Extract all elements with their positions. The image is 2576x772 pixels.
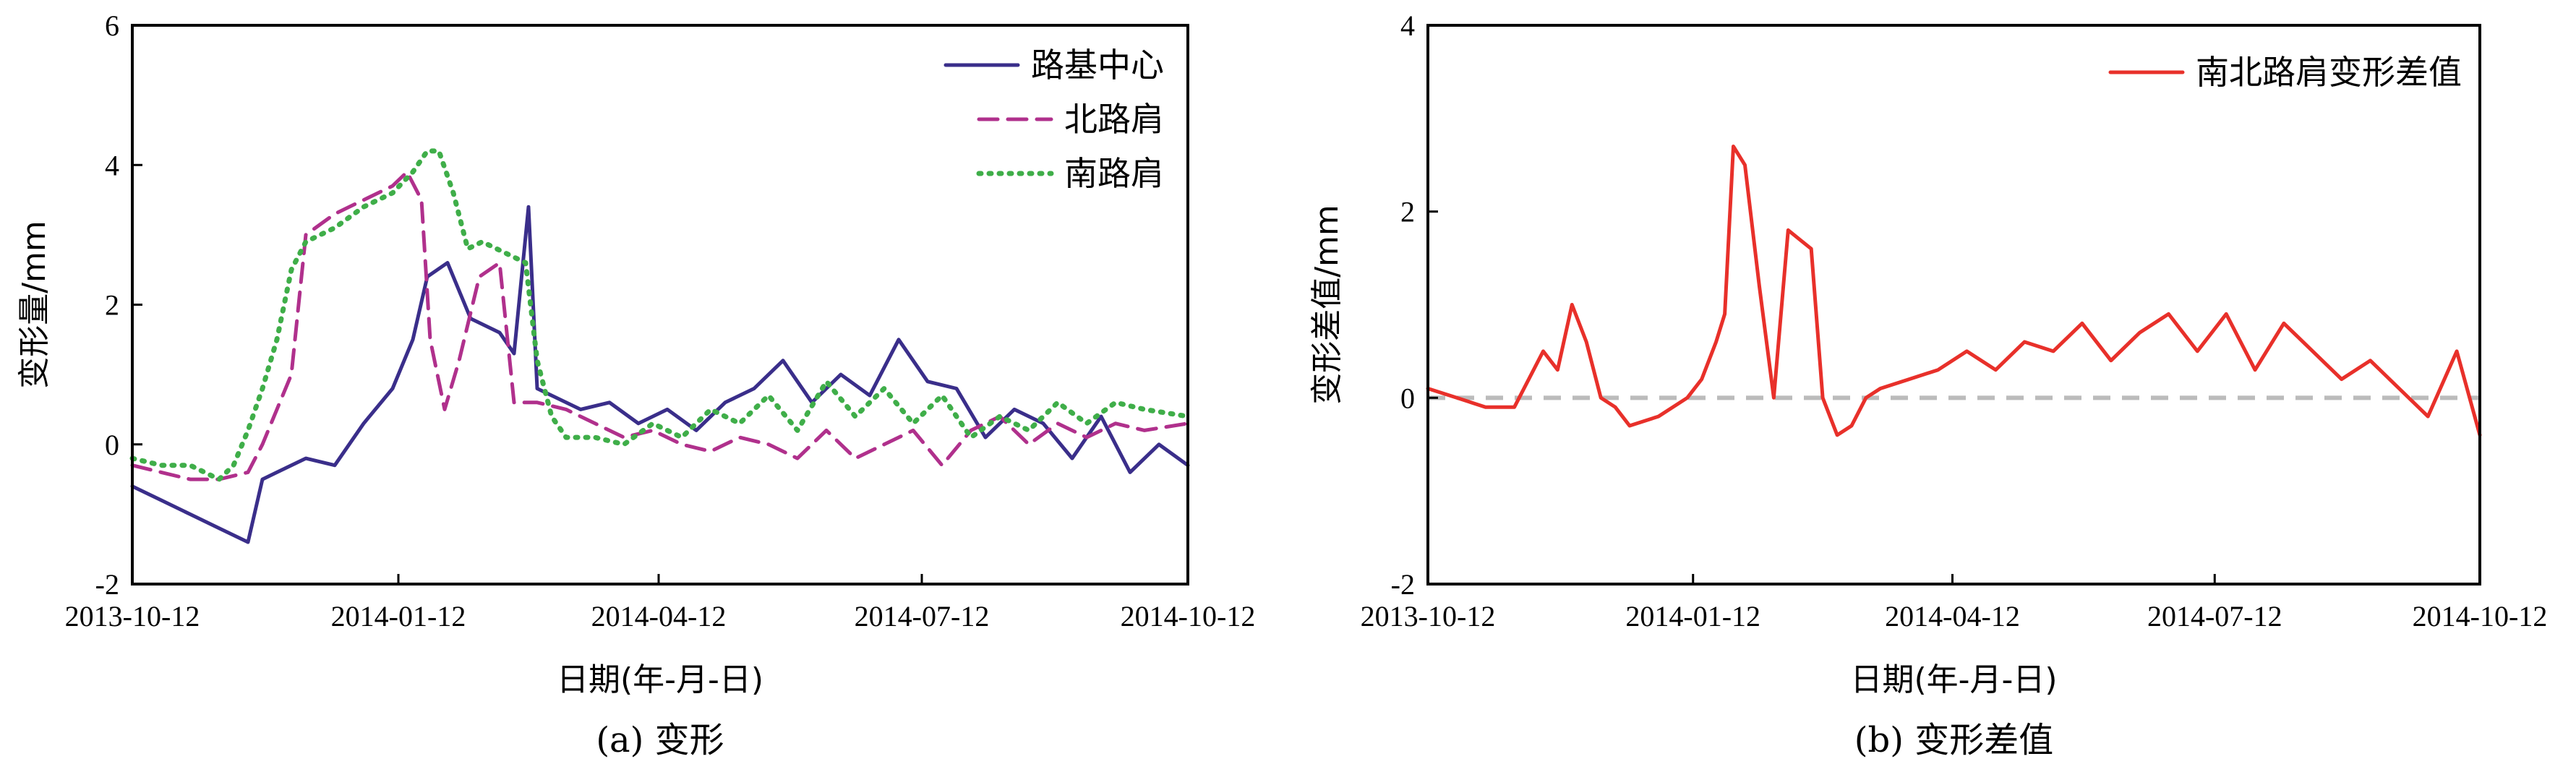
series-line-a-0 bbox=[130, 205, 1190, 544]
x-tick-label: 2014-04-12 bbox=[591, 600, 727, 632]
panel-caption: (a) 变形 bbox=[596, 720, 724, 760]
y-tick-label: 2 bbox=[1400, 196, 1415, 228]
y-tick-label: 0 bbox=[105, 429, 119, 461]
y-axis-title: 变形量/mm bbox=[16, 220, 53, 389]
y-tick-label: -2 bbox=[95, 568, 119, 601]
x-tick-label: 2014-07-12 bbox=[2147, 600, 2282, 632]
y-tick-label: 4 bbox=[1400, 9, 1415, 42]
legend-label: 路基中心 bbox=[1031, 46, 1164, 85]
y-tick-label: 4 bbox=[105, 149, 119, 181]
legend-label: 北路肩 bbox=[1064, 100, 1164, 139]
legend-label: 南北路肩变形差值 bbox=[2196, 53, 2462, 92]
plot-frame bbox=[131, 24, 1189, 586]
x-tick-label: 2014-01-12 bbox=[331, 600, 466, 632]
panel-caption: (b) 变形差值 bbox=[1854, 720, 2053, 760]
series-line-b-0 bbox=[1426, 145, 2482, 437]
x-tick-label: 2014-10-12 bbox=[2413, 600, 2548, 632]
x-tick-label: 2014-07-12 bbox=[855, 600, 990, 632]
x-tick-label: 2014-01-12 bbox=[1625, 600, 1760, 632]
legend-label: 南路肩 bbox=[1064, 154, 1164, 193]
x-tick-label: 2013-10-12 bbox=[1361, 600, 1496, 632]
y-axis-title: 变形差值/mm bbox=[1309, 205, 1345, 405]
x-axis-title: 日期(年-月-日) bbox=[1850, 661, 2057, 698]
y-tick-label: -2 bbox=[1391, 568, 1415, 601]
x-tick-label: 2014-04-12 bbox=[1885, 600, 2020, 632]
x-tick-label: 2014-10-12 bbox=[1121, 600, 1256, 632]
y-tick-label: 2 bbox=[105, 289, 119, 322]
plot-frame bbox=[1426, 24, 2481, 586]
chart-panel-a: 2013-10-12 2014-01-12 2014-04-12 2014-07-12… bbox=[16, 9, 1255, 760]
y-tick-label: 0 bbox=[1400, 382, 1415, 414]
series-line-a-2 bbox=[129, 148, 1191, 482]
chart-panel-b: 2013-10-12 2014-01-12 2014-04-12 2014-07-12… bbox=[1309, 9, 2547, 760]
x-tick-label: 2013-10-12 bbox=[65, 600, 200, 632]
y-tick-label: 6 bbox=[105, 9, 119, 42]
x-axis-title: 日期(年-月-日) bbox=[557, 661, 763, 698]
series-line-a-1 bbox=[130, 170, 1190, 481]
